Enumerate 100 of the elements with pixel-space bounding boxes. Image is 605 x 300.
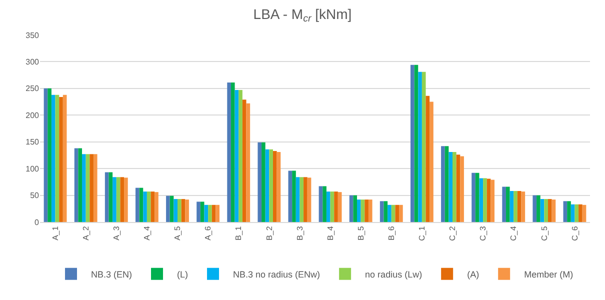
bar — [51, 94, 56, 222]
bar — [296, 177, 300, 222]
bar — [292, 170, 296, 222]
y-tick-label: 250 — [26, 84, 40, 94]
x-tick-label: B_4 — [326, 226, 335, 240]
bar — [567, 201, 571, 222]
x-tick-label: C_2 — [448, 226, 458, 241]
x-tick-label: B_5 — [356, 226, 366, 240]
bar — [262, 142, 266, 222]
y-tick-label: 100 — [26, 164, 40, 174]
bar — [276, 152, 281, 222]
bar — [166, 196, 170, 222]
x-tick-label: A_4 — [142, 226, 152, 240]
bar — [181, 199, 186, 222]
bar — [506, 186, 510, 222]
bar — [170, 196, 174, 222]
y-tick-label: 300 — [26, 58, 40, 67]
bar — [74, 148, 78, 222]
legend-label: Member (M) — [524, 269, 574, 280]
bar — [563, 201, 568, 222]
y-tick-label: 0 — [34, 218, 40, 227]
bar — [475, 172, 480, 222]
bar — [322, 186, 326, 222]
bar — [154, 192, 158, 222]
bar — [212, 204, 216, 222]
bar — [384, 201, 388, 222]
bar — [227, 82, 231, 222]
x-tick-label: A_3 — [112, 226, 121, 240]
bar — [364, 200, 368, 222]
bar — [242, 100, 246, 222]
bar — [360, 200, 365, 222]
bar — [48, 88, 52, 222]
bar — [55, 94, 60, 222]
bar — [517, 191, 522, 222]
bar — [472, 172, 476, 222]
y-tick-label: 150 — [26, 138, 40, 147]
bar — [178, 199, 182, 222]
bar — [307, 178, 312, 222]
bar — [146, 192, 151, 222]
bar — [62, 94, 67, 222]
bar — [78, 148, 82, 222]
bar — [444, 146, 449, 222]
bar — [368, 200, 372, 222]
bar — [422, 72, 426, 222]
legend-label: (L) — [177, 269, 188, 280]
bar — [536, 195, 540, 222]
bar — [150, 192, 155, 222]
bar — [540, 199, 544, 222]
bar — [258, 142, 262, 222]
bar — [108, 172, 113, 222]
x-tick-label: C_4 — [509, 226, 518, 241]
bar — [399, 204, 403, 222]
bar — [196, 202, 200, 222]
bar — [570, 204, 575, 222]
y-tick-label: 50 — [30, 191, 40, 200]
x-tick-label: A_6 — [204, 226, 213, 240]
bar — [272, 150, 277, 222]
x-tick-label: C_3 — [478, 226, 488, 241]
bar — [185, 200, 189, 222]
bar — [521, 192, 526, 222]
bar — [486, 178, 491, 222]
bar — [334, 192, 338, 222]
bar — [318, 186, 323, 222]
x-tick-label: A_5 — [173, 226, 182, 240]
bar — [300, 177, 304, 222]
bar — [574, 204, 579, 222]
bar — [441, 146, 445, 222]
bar — [246, 103, 250, 222]
bar — [124, 178, 128, 222]
bar — [552, 200, 556, 222]
legend-label: NB.3 no radius (ENw) — [233, 269, 320, 280]
bar — [448, 152, 452, 222]
x-tick-label: A_1 — [50, 226, 60, 240]
bar — [304, 177, 308, 222]
bar — [104, 172, 109, 222]
bar — [532, 195, 537, 222]
x-tick-label: C_1 — [418, 226, 427, 241]
bar — [452, 152, 456, 222]
bar — [90, 154, 94, 222]
bar — [418, 72, 422, 222]
bar — [234, 90, 239, 222]
bar — [514, 191, 518, 222]
bar — [430, 102, 434, 222]
bar — [578, 204, 582, 222]
x-tick-label: C_6 — [570, 226, 580, 241]
y-tick-label: 200 — [26, 110, 40, 120]
chart-title: LBA - M$_{cr}$ [kNm] — [253, 6, 352, 25]
bar — [208, 204, 212, 222]
bar — [174, 199, 178, 222]
bar — [139, 188, 144, 222]
bar — [143, 192, 147, 222]
bar — [357, 200, 361, 222]
bar — [230, 82, 235, 222]
bar — [338, 192, 342, 222]
bar — [380, 201, 384, 222]
legend-label: NB.3 (EN) — [91, 269, 132, 280]
bar — [93, 154, 98, 222]
bar — [456, 154, 460, 222]
bar — [510, 191, 514, 222]
bar — [116, 177, 120, 222]
